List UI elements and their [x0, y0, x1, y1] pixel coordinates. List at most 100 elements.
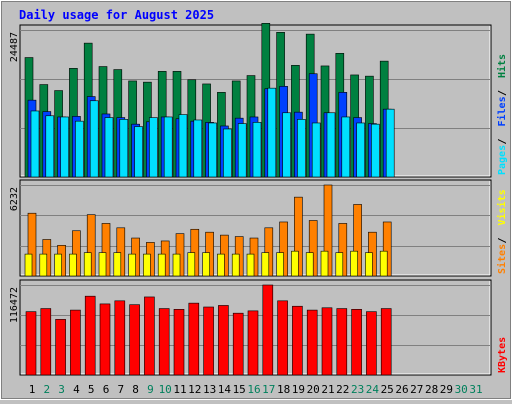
- bar-visits-day-24: [365, 252, 373, 277]
- bar-visits-day-1: [24, 253, 33, 277]
- bar-visits-day-23: [350, 250, 358, 277]
- bar-pages-day-7: [119, 119, 129, 178]
- x-tick-day-5: 5: [88, 383, 95, 396]
- bar-kbytes-day-20: [306, 309, 318, 376]
- bar-visits-day-2: [39, 253, 48, 277]
- bar-kbytes-day-6: [99, 303, 111, 376]
- bar-pages-day-3: [60, 116, 69, 178]
- bar-visits-day-16: [246, 253, 255, 277]
- x-tick-day-24: 24: [366, 383, 380, 396]
- x-tick-day-31: 31: [469, 383, 482, 396]
- legend-pages: Pages: [497, 145, 508, 175]
- bar-kbytes-day-17: [262, 284, 274, 376]
- bar-visits-day-5: [83, 252, 92, 277]
- bar-visits-day-9: [143, 253, 151, 277]
- bar-visits-day-11: [172, 253, 181, 277]
- bar-kbytes-day-19: [292, 305, 303, 376]
- x-tick-day-30: 30: [455, 383, 468, 396]
- x-tick-day-1: 1: [29, 383, 36, 396]
- bar-pages-day-5: [89, 100, 99, 178]
- x-tick-day-6: 6: [103, 383, 110, 396]
- x-tick-day-22: 22: [336, 383, 349, 396]
- bar-kbytes-day-10: [158, 308, 170, 376]
- kbytes-panel: 116472 KBytes: [9, 279, 508, 376]
- chart-title: Daily usage for August 2025: [19, 8, 214, 22]
- y-max-label: 116472: [9, 287, 20, 323]
- bar-pages-day-22: [341, 116, 351, 178]
- x-tick-day-10: 10: [159, 383, 172, 396]
- x-tick-day-26: 26: [395, 383, 408, 396]
- legend-hits: Hits: [496, 54, 508, 78]
- bar-pages-day-8: [134, 126, 143, 178]
- bar-visits-day-6: [98, 252, 107, 277]
- x-tick-day-7: 7: [117, 383, 124, 396]
- bar-kbytes-day-1: [25, 311, 37, 376]
- bar-kbytes-day-9: [144, 296, 155, 376]
- bar-kbytes-day-7: [114, 300, 126, 376]
- x-tick-day-27: 27: [410, 383, 423, 396]
- x-tick-day-12: 12: [188, 383, 201, 396]
- x-tick-day-2: 2: [43, 383, 50, 396]
- bar-pages-day-6: [104, 117, 114, 178]
- bar-pages-day-11: [178, 114, 188, 178]
- bar-pages-day-25: [385, 108, 395, 178]
- bar-kbytes-day-24: [366, 311, 377, 376]
- legend-kbytes: KBytes: [497, 337, 508, 373]
- bar-kbytes-day-4: [70, 309, 81, 376]
- bar-pages-day-12: [193, 119, 203, 178]
- bar-pages-day-9: [149, 117, 158, 178]
- bar-visits-day-19: [291, 250, 299, 277]
- bar-pages-day-20: [311, 122, 321, 178]
- legend-separator: /: [497, 138, 508, 144]
- x-tick-day-13: 13: [203, 383, 216, 396]
- bar-visits-day-15: [231, 253, 240, 277]
- bar-kbytes-day-16: [247, 310, 259, 376]
- bar-visits-day-18: [276, 252, 284, 277]
- bar-kbytes-day-14: [218, 305, 229, 376]
- bar-pages-day-13: [208, 122, 217, 178]
- bar-kbytes-day-22: [336, 308, 348, 376]
- bar-pages-day-16: [252, 122, 262, 178]
- legend-separator: /: [497, 90, 508, 96]
- chart-panels: 24487 Pages / Files / Hits 6232 Sites / Vis…: [9, 23, 508, 376]
- bar-visits-day-10: [157, 253, 166, 277]
- y-max-label: 24487: [9, 32, 20, 62]
- bar-pages-day-21: [326, 112, 336, 178]
- x-tick-day-3: 3: [58, 383, 65, 396]
- x-tick-day-16: 16: [247, 383, 260, 396]
- bar-visits-day-7: [113, 252, 122, 277]
- bar-pages-day-19: [297, 119, 306, 178]
- bar-visits-day-21: [320, 250, 329, 277]
- bar-pages-day-14: [223, 128, 232, 178]
- legend-visits: Visits: [496, 189, 508, 225]
- visits-sites-panel: 6232 Sites / Visits: [9, 179, 508, 277]
- bar-kbytes-day-5: [84, 295, 96, 376]
- bar-pages-day-23: [356, 122, 365, 178]
- bar-visits-day-12: [187, 252, 196, 277]
- x-tick-day-9: 9: [147, 383, 154, 396]
- bar-kbytes-day-11: [173, 309, 185, 376]
- bar-visits-day-25: [379, 250, 388, 277]
- bar-visits-day-17: [261, 252, 270, 277]
- bar-kbytes-day-23: [351, 309, 362, 376]
- bar-pages-day-18: [282, 112, 291, 178]
- x-tick-day-23: 23: [351, 383, 364, 396]
- bar-kbytes-day-2: [40, 308, 52, 376]
- bar-kbytes-day-25: [380, 308, 392, 376]
- legend-files: Files: [496, 96, 508, 126]
- legend-sites: Sites: [496, 244, 508, 274]
- bar-visits-day-3: [54, 253, 62, 277]
- hits-files-pages-panel: 24487 Pages / Files / Hits: [9, 23, 508, 178]
- bar-visits-day-20: [305, 252, 314, 277]
- x-tick-day-17: 17: [262, 383, 275, 396]
- x-tick-day-14: 14: [218, 383, 232, 396]
- x-tick-day-28: 28: [425, 383, 438, 396]
- bar-kbytes-day-12: [188, 302, 200, 376]
- bar-pages-day-24: [371, 123, 380, 178]
- x-axis-day-labels: 1 2 3 4 5 6 7 8 9 10 11 12 13 14 15 16 17 18 19 20 21 22 23 24 2…: [29, 383, 483, 396]
- bar-pages-day-15: [237, 123, 247, 178]
- y-max-label: 6232: [9, 187, 20, 211]
